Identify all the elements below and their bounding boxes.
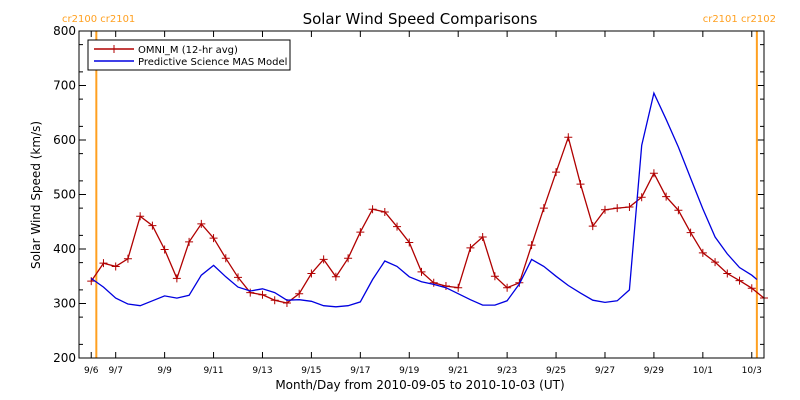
data-point — [613, 204, 622, 213]
x-tick-label: 9/6 — [84, 366, 99, 376]
series-line-1 — [90, 135, 765, 304]
data-point — [698, 248, 707, 257]
chart-title: Solar Wind Speed Comparisons — [303, 10, 538, 28]
data-point — [405, 238, 414, 247]
y-tick-label: 700 — [53, 79, 76, 93]
x-tick-label: 9/21 — [448, 366, 468, 376]
cr-marker-label: cr2101 cr2102 — [703, 14, 776, 25]
data-point — [234, 273, 243, 282]
data-point — [197, 219, 206, 228]
cr-marker-label: cr2100 cr2101 — [62, 14, 135, 25]
data-point — [258, 290, 267, 299]
x-tick-label: 9/15 — [301, 366, 321, 376]
data-point — [625, 203, 634, 212]
data-point — [148, 221, 157, 230]
x-tick-label: 9/29 — [644, 366, 664, 376]
y-tick-label: 800 — [53, 24, 76, 38]
y-tick-label: 400 — [53, 242, 76, 256]
x-tick-label: 9/27 — [595, 366, 615, 376]
data-point — [564, 133, 573, 142]
data-point — [356, 228, 365, 237]
data-point — [295, 289, 304, 298]
data-point — [478, 233, 487, 242]
data-point — [123, 254, 132, 263]
x-tick-label: 9/7 — [108, 366, 122, 376]
plot-frame — [78, 30, 765, 359]
data-point — [711, 258, 720, 267]
data-point — [307, 269, 316, 278]
data-point — [735, 276, 744, 285]
y-tick-label: 500 — [53, 188, 76, 202]
data-point — [723, 269, 732, 278]
x-tick-label: 9/11 — [203, 366, 223, 376]
legend-label-2: Predictive Science MAS Model — [138, 57, 287, 68]
data-point — [576, 180, 585, 189]
data-point — [172, 274, 181, 283]
x-tick-label: 9/17 — [350, 366, 370, 376]
data-point — [441, 282, 450, 291]
data-point — [160, 245, 169, 254]
data-point — [221, 254, 230, 263]
data-point — [380, 207, 389, 216]
legend: OMNI_M (12-hr avg)Predictive Science MAS… — [87, 39, 291, 71]
data-point — [429, 278, 438, 287]
data-point — [454, 283, 463, 292]
y-axis-label: Solar Wind Speed (km/s) — [29, 121, 43, 269]
data-point — [368, 205, 377, 214]
data-point — [649, 169, 658, 178]
legend-box — [87, 39, 291, 71]
legend-marker — [110, 45, 118, 53]
x-tick-label: 9/9 — [157, 366, 172, 376]
y-tick-label: 600 — [53, 133, 76, 147]
data-point — [552, 168, 561, 177]
data-point — [344, 254, 353, 263]
data-point — [136, 212, 145, 221]
data-point — [662, 192, 671, 201]
x-tick-label: 9/23 — [497, 366, 517, 376]
data-point — [466, 243, 475, 252]
data-point — [747, 284, 756, 293]
data-point — [686, 228, 695, 237]
x-tick-label: 10/1 — [693, 366, 713, 376]
data-point — [209, 234, 218, 243]
data-point — [674, 206, 683, 215]
data-point — [527, 241, 536, 250]
series-line-2 — [90, 91, 758, 308]
x-axis-label: Month/Day from 2010-09-05 to 2010-10-03 … — [275, 378, 564, 392]
x-tick-label: 10/3 — [742, 366, 762, 376]
data-point — [99, 259, 108, 268]
data-point — [503, 283, 512, 292]
data-point — [637, 193, 646, 202]
x-tick-label: 9/25 — [546, 366, 566, 376]
legend-label-1: OMNI_M (12-hr avg) — [138, 45, 238, 56]
data-point — [417, 267, 426, 276]
data-point — [111, 262, 120, 271]
data-point — [539, 204, 548, 213]
y-tick-label: 300 — [53, 297, 76, 311]
x-tick-label: 9/13 — [252, 366, 272, 376]
data-point — [270, 296, 279, 305]
data-point — [600, 205, 609, 214]
data-point — [393, 222, 402, 231]
data-point — [319, 255, 328, 264]
data-point — [331, 272, 340, 281]
x-tick-label: 9/19 — [399, 366, 419, 376]
data-point — [588, 222, 597, 231]
data-point — [185, 237, 194, 246]
y-tick-label: 200 — [53, 351, 76, 365]
data-point — [246, 288, 255, 297]
data-point — [490, 272, 499, 281]
